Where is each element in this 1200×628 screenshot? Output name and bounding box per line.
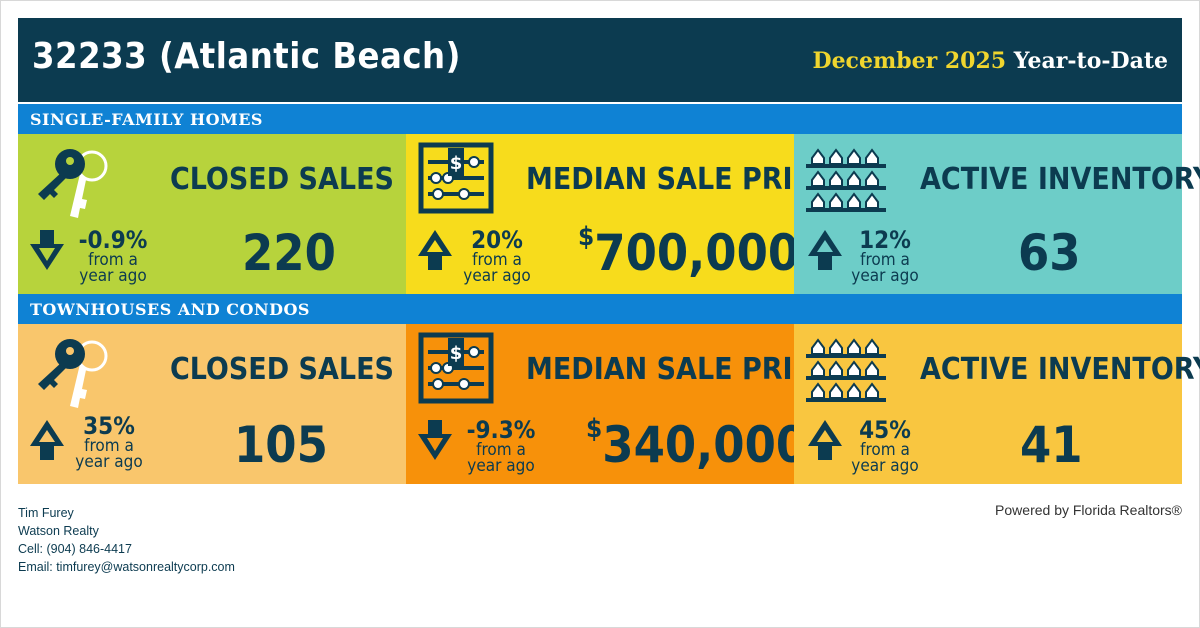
change-sub-1: from a bbox=[860, 440, 910, 460]
metric-value: $340,000 bbox=[586, 414, 808, 474]
contact-email[interactable]: Email: timfurey@watsonrealtycorp.com bbox=[18, 560, 235, 574]
change-percent: -0.9% bbox=[78, 226, 148, 254]
contact-company: Watson Realty bbox=[18, 524, 99, 538]
metric-value: 220 bbox=[242, 224, 336, 282]
keys-icon bbox=[38, 149, 108, 218]
currency-symbol: $ bbox=[586, 414, 603, 444]
section-header-single-family: SINGLE-FAMILY HOMES bbox=[18, 104, 1182, 134]
change-sub-1: from a bbox=[860, 250, 910, 270]
change-sub-1: from a bbox=[476, 440, 526, 460]
svg-text:$: $ bbox=[450, 153, 463, 174]
panel-median-price-tc: $ MEDIAN SALE PRICE -9.3% from a year ag… bbox=[406, 324, 831, 484]
change-percent: 35% bbox=[83, 412, 135, 440]
section-title: TOWNHOUSES AND CONDOS bbox=[30, 300, 310, 319]
houses-icon bbox=[806, 148, 886, 212]
powered-by: Powered by Florida Realtors® bbox=[995, 502, 1182, 518]
section-header-townhouses-condos: TOWNHOUSES AND CONDOS bbox=[18, 294, 1182, 324]
change-sub-1: from a bbox=[84, 436, 134, 456]
svg-text:$: $ bbox=[450, 343, 463, 364]
metric-label: MEDIAN SALE PRICE bbox=[526, 352, 831, 387]
panel-closed-sales-sf: CLOSED SALES -0.9% from a year ago 220 bbox=[18, 134, 406, 294]
houses-icon bbox=[806, 338, 886, 402]
keys-icon bbox=[38, 339, 108, 408]
change-sub-2: year ago bbox=[463, 266, 531, 286]
header: 32233 (Atlantic Beach) December 2025 Yea… bbox=[18, 18, 1182, 102]
change-percent: -9.3% bbox=[466, 416, 536, 444]
period-rest: Year-to-Date bbox=[1013, 48, 1168, 74]
change-sub-2: year ago bbox=[851, 266, 919, 286]
page-title: 32233 (Atlantic Beach) bbox=[32, 36, 461, 77]
metric-value: 105 bbox=[234, 416, 328, 474]
metric-label: CLOSED SALES bbox=[170, 352, 394, 387]
report-period: December 2025 Year-to-Date bbox=[812, 48, 1168, 74]
change-sub-2: year ago bbox=[79, 266, 147, 286]
arrow-up-icon bbox=[30, 420, 64, 460]
arrow-up-icon bbox=[418, 230, 452, 270]
contact-name: Tim Furey bbox=[18, 506, 74, 520]
panel-closed-sales-tc: CLOSED SALES 35% from a year ago 105 bbox=[18, 324, 406, 484]
panel-median-price-sf: $ MEDIAN SALE PRICE 20% from a year ago … bbox=[406, 134, 831, 294]
change-sub-2: year ago bbox=[467, 456, 535, 476]
change-sub-1: from a bbox=[472, 250, 522, 270]
metric-label: ACTIVE INVENTORY bbox=[920, 162, 1200, 197]
change-percent: 12% bbox=[859, 226, 911, 254]
arrow-up-icon bbox=[808, 420, 842, 460]
change-sub-2: year ago bbox=[851, 456, 919, 476]
metric-value: 41 bbox=[1020, 416, 1083, 474]
metric-label: ACTIVE INVENTORY bbox=[920, 352, 1200, 387]
arrow-down-icon bbox=[418, 420, 452, 460]
arrow-up-icon bbox=[808, 230, 842, 270]
arrow-down-icon bbox=[30, 230, 64, 270]
panel-active-inventory-sf: ACTIVE INVENTORY 12% from a year ago 63 bbox=[794, 134, 1200, 294]
change-percent: 45% bbox=[859, 416, 911, 444]
metric-label: MEDIAN SALE PRICE bbox=[526, 162, 831, 197]
panel-active-inventory-tc: ACTIVE INVENTORY 45% from a year ago 41 bbox=[794, 324, 1200, 484]
currency-symbol: $ bbox=[578, 222, 595, 252]
metric-amount: 340,000 bbox=[602, 416, 808, 474]
section-title: SINGLE-FAMILY HOMES bbox=[30, 110, 263, 129]
contact-cell: Cell: (904) 846-4417 bbox=[18, 542, 132, 556]
abacus-icon: $ bbox=[418, 332, 494, 404]
metric-value: 63 bbox=[1018, 224, 1081, 282]
metric-value: $700,000 bbox=[578, 222, 800, 282]
period-highlight: December 2025 bbox=[812, 48, 1007, 74]
change-percent: 20% bbox=[471, 226, 523, 254]
contact-info: Tim Furey Watson Realty Cell: (904) 846-… bbox=[18, 504, 235, 576]
change-sub-2: year ago bbox=[75, 452, 143, 472]
change-sub-1: from a bbox=[88, 250, 138, 270]
metric-label: CLOSED SALES bbox=[170, 162, 394, 197]
abacus-icon: $ bbox=[418, 142, 494, 214]
metric-amount: 700,000 bbox=[594, 224, 800, 282]
